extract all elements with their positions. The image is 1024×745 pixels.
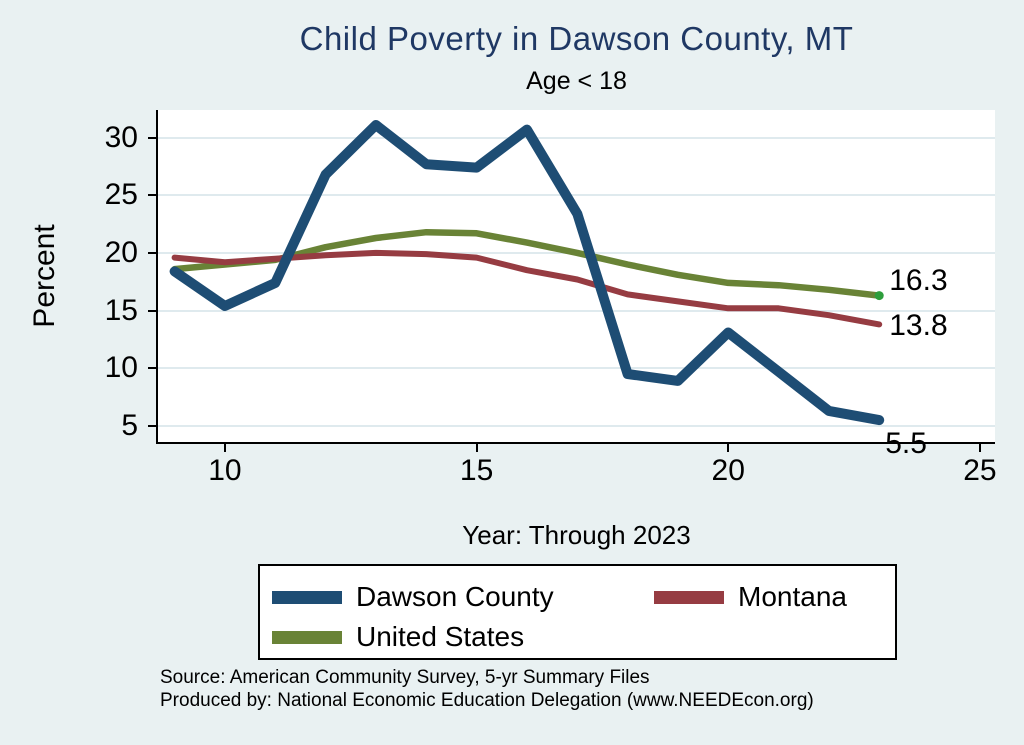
y-tick-label: 15 xyxy=(104,293,138,327)
legend-item-montana: Montana xyxy=(654,583,847,611)
y-tick-mark xyxy=(148,367,156,370)
gridline xyxy=(158,309,995,312)
x-axis-title: Year: Through 2023 xyxy=(462,520,691,550)
gridline xyxy=(158,194,995,197)
legend-item-dawson-county: Dawson County xyxy=(272,583,554,611)
legend: Dawson County Montana United States xyxy=(258,564,897,660)
x-tick-label: 25 xyxy=(963,454,997,487)
plot-background xyxy=(158,110,995,442)
legend-label-united-states: United States xyxy=(356,621,525,652)
legend-swatch-united-states xyxy=(272,630,342,644)
x-axis-line xyxy=(156,442,995,444)
source-line-2: Produced by: National Economic Education… xyxy=(160,690,814,711)
x-tick-label: 15 xyxy=(459,454,494,487)
gridline xyxy=(158,424,995,427)
legend-swatch-dawson-county xyxy=(272,590,342,604)
y-tick-label: 25 xyxy=(104,178,138,212)
source-line-1: Source: American Community Survey, 5-yr … xyxy=(160,667,650,688)
page-title: Child Poverty in Dawson County, MT xyxy=(299,20,854,57)
y-tick-label: 20 xyxy=(104,235,138,269)
plot-area: 30 25 20 15 10 5 10 15 20 25 16.3 13.8 5.5 xyxy=(105,110,997,486)
line-chart-svg xyxy=(169,120,885,426)
y-tick-label: 30 xyxy=(104,120,138,154)
y-tick-mark xyxy=(148,309,156,312)
y-tick-label: 5 xyxy=(121,408,138,442)
legend-label-montana: Montana xyxy=(738,581,847,612)
end-label-montana: 13.8 xyxy=(889,309,948,343)
gridline xyxy=(158,136,995,139)
us-end-marker-dot xyxy=(874,291,884,301)
source-note: Source: American Community Survey, 5-yr … xyxy=(160,666,1000,712)
legend-swatch-montana xyxy=(654,590,724,604)
x-tick-mark xyxy=(223,444,226,452)
legend-item-united-states: United States xyxy=(272,623,524,651)
y-tick-label: 10 xyxy=(104,351,138,385)
x-tick-mark xyxy=(475,444,478,452)
x-tick-label: 10 xyxy=(208,454,242,487)
x-tick-mark xyxy=(727,444,730,452)
y-tick-mark xyxy=(148,194,156,197)
chart-subtitle: Age < 18 xyxy=(526,67,627,95)
x-tick-label: 20 xyxy=(711,454,745,487)
legend-label-dawson-county: Dawson County xyxy=(356,581,554,612)
y-tick-mark xyxy=(148,251,156,254)
y-tick-mark xyxy=(148,136,156,139)
line-dawson-county xyxy=(169,120,885,426)
end-label-united-states: 16.3 xyxy=(889,263,948,297)
y-axis-line xyxy=(156,110,158,444)
x-tick-mark xyxy=(978,444,981,452)
gridline xyxy=(158,367,995,370)
end-label-dawson-county: 5.5 xyxy=(885,427,927,461)
y-tick-mark xyxy=(148,424,156,427)
